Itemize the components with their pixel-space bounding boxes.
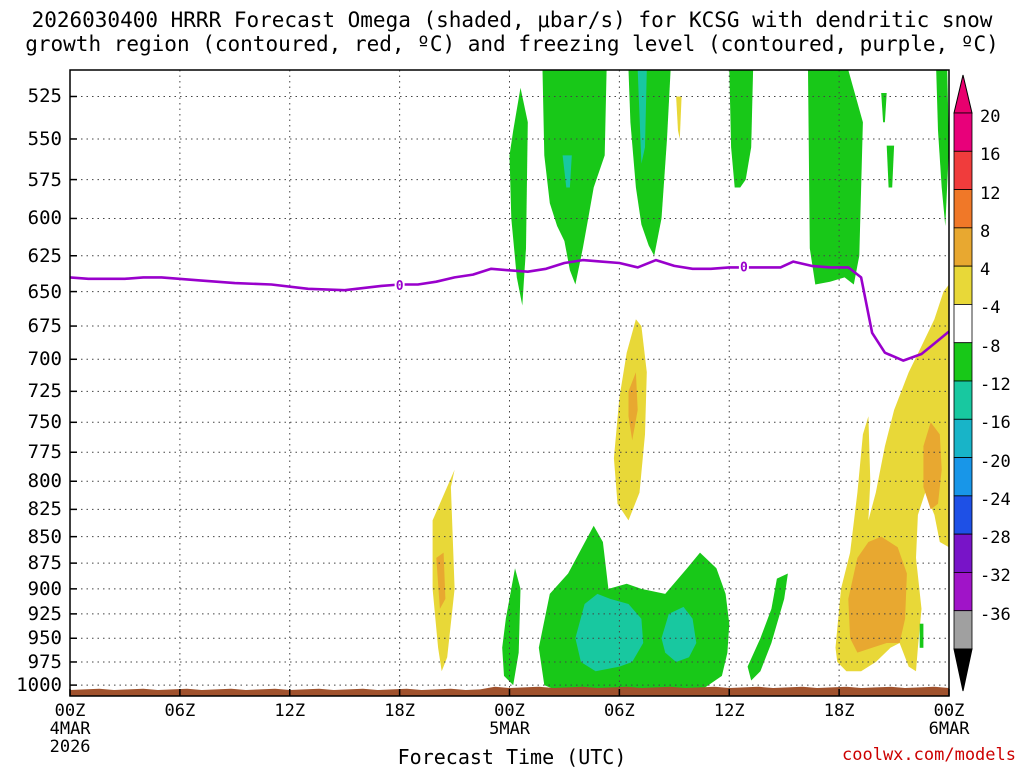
y-tick-label: 675 [27,315,62,338]
y-tick-label: 950 [27,627,62,650]
colorbar-label: -12 [980,375,1011,395]
x-axis-title: Forecast Time (UTC) [397,745,627,769]
omega-region-18 [661,606,697,662]
omega-region-22 [923,422,942,510]
colorbar-segment-0 [953,112,973,152]
y-tick-label: 625 [27,244,62,267]
colorbar-segment-3 [953,227,973,267]
colorbar-segment-10 [953,495,973,535]
y-tick-label: 875 [27,552,62,575]
y-tick-label: 750 [27,411,62,434]
x-tick-label: 06Z [604,701,635,721]
y-tick-label: 525 [27,85,62,108]
y-tick-label: 825 [27,498,62,521]
x-tick-date-label: 4MAR [49,719,91,739]
y-tick-label: 1000 [16,674,62,697]
omega-region-12 [628,372,638,441]
y-tick-label: 975 [27,650,62,673]
colorbar-segment-8 [953,418,973,458]
omega-region-2 [562,155,572,188]
colorbar-label: 20 [980,107,1001,127]
y-tick-label: 925 [27,602,62,625]
y-tick-label: 700 [27,348,62,371]
colorbar-segment-6 [953,342,973,382]
colorbar-label: 16 [980,145,1001,166]
freezing-level-label-0: 0 [396,279,404,294]
omega-region-10 [936,70,949,226]
omega-region-15 [502,568,521,686]
credit-text: coolwx.com/models [842,745,1016,765]
omega-region-5 [676,96,682,139]
y-tick-label: 775 [27,441,62,464]
y-tick-label: 650 [27,280,62,303]
colorbar-segment-13 [953,610,973,650]
y-tick-label: 800 [27,470,62,493]
freezing-level-label-bg-0 [394,277,405,292]
colorbar-label: -8 [980,336,1001,357]
colorbar-segment-5 [953,304,973,344]
freezing-level-label-1: 0 [740,260,748,275]
colorbar-top-arrow [953,74,973,114]
omega-region-0 [509,87,528,306]
x-tick-label: 18Z [384,701,415,721]
x-tick-label: 06Z [164,701,196,721]
x-tick-label: 00Z [494,701,525,721]
x-tick-date-label: 5MAR [489,719,531,739]
colorbar-label: 8 [980,221,991,242]
y-tick-label: 900 [27,577,62,600]
omega-region-3 [628,70,671,256]
omega-region-17 [575,593,644,672]
x-tick-date-label: 6MAR [928,719,970,739]
omega-region-6 [729,70,754,188]
colorbar-label: -24 [980,489,1011,510]
colorbar-segment-7 [953,380,973,420]
x-tick-date-label: 2026 [49,737,91,757]
colorbar-segment-2 [953,189,973,229]
colorbar-segment-11 [953,533,973,573]
colorbar-label: -28 [980,528,1011,549]
omega-region-19 [747,573,788,681]
colorbar-bottom-arrow [953,648,973,692]
y-tick-label: 850 [27,525,62,548]
y-tick-label: 575 [27,168,62,191]
omega-region-8 [881,93,887,123]
chart-title: 2026030400 HRRR Forecast Omega (shaded, … [31,8,993,32]
omega-region-4 [637,70,647,164]
colorbar-segment-4 [953,265,973,305]
y-tick-label: 550 [27,127,62,150]
freezing-level-label-bg-1 [738,259,749,274]
x-tick-label: 12Z [274,701,306,721]
x-tick-label: 18Z [823,701,855,721]
colorbar-label: -20 [980,451,1011,472]
chart-title-line2: growth region (contoured, red, ºC) and f… [25,32,999,56]
colorbar-label: -4 [980,298,1001,319]
y-tick-label: 600 [27,207,62,230]
omega-region-1 [542,70,607,285]
omega-region-16 [538,525,730,690]
x-tick-label: 12Z [713,701,745,721]
colorbar-segment-9 [953,457,973,497]
freezing-level-line [69,258,950,362]
colorbar-label: 4 [980,260,991,281]
x-tick-label: 00Z [54,701,86,721]
omega-region-23 [919,623,924,648]
x-tick-label: 00Z [933,701,965,721]
colorbar-label: -16 [980,413,1011,434]
colorbar-segment-1 [953,150,973,190]
y-tick-label: 725 [27,380,62,403]
colorbar-segment-12 [953,572,973,612]
colorbar-label: -36 [980,604,1011,625]
colorbar-label: -32 [980,566,1011,587]
colorbar-label: 12 [980,183,1001,204]
omega-region-9 [886,145,895,188]
omega-region-21 [848,536,907,653]
omega-region-7 [808,70,863,285]
omega-region-14 [436,552,446,609]
